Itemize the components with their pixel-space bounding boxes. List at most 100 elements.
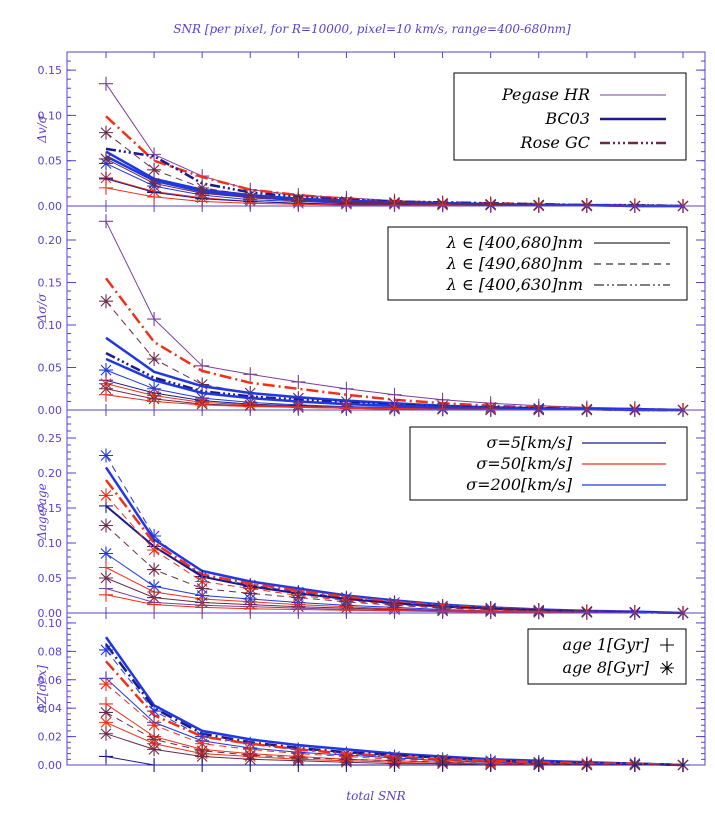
y-tick-label: 0.00 (38, 200, 63, 213)
data-point (195, 377, 210, 392)
data-point (291, 374, 306, 389)
legend-box (453, 72, 687, 161)
data-point (147, 562, 162, 577)
data-point (147, 189, 162, 204)
panels: 0.00 0.05 0.10 0.15 Δv/σ 0.00 0.05 0.10 0.15 0.20… (35, 51, 706, 772)
legend-model-label: BC03 (544, 109, 590, 128)
data-point (147, 718, 162, 733)
y-tick-label: 0.05 (38, 362, 63, 375)
legend-range-label: λ ∈ [400,630]nm (446, 275, 583, 294)
data-point (99, 151, 113, 166)
y-tick-label: 0.10 (38, 109, 63, 122)
data-point (99, 387, 113, 402)
data-point (99, 294, 113, 309)
y-axis-label: ΔZ[dex] (35, 665, 49, 714)
y-tick-label: 0.08 (38, 645, 63, 658)
data-point (147, 597, 162, 612)
data-point (195, 186, 210, 201)
data-point (147, 758, 162, 772)
y-tick-label: 0.20 (38, 234, 63, 247)
y-tick-label: 0.00 (38, 607, 63, 620)
legend-sigma-label: σ=50[km/s] (476, 454, 572, 473)
legend-range-label: λ ∈ [490,680]nm (446, 254, 583, 273)
legend-sigmas: σ=5[km/s] σ=50[km/s] σ=200[km/s] (409, 426, 688, 501)
data-point (99, 642, 113, 657)
data-point (243, 367, 258, 382)
data-point (99, 587, 113, 602)
legend-ages: age 1[Gyr] age 8[Gyr] (527, 628, 687, 685)
legend-sigma-label: σ=5[km/s] (487, 433, 573, 452)
data-point (339, 381, 354, 396)
data-point (99, 363, 113, 378)
y-tick-label: 0.10 (38, 617, 63, 630)
data-point (99, 546, 113, 561)
y-tick-label: 0.06 (38, 674, 63, 687)
y-tick-label: 0.05 (38, 155, 63, 168)
data-point (243, 758, 258, 772)
legend-model-label: Rose GC (520, 133, 590, 152)
data-point (291, 758, 306, 772)
data-point (99, 518, 113, 533)
y-tick-label: 0.15 (38, 64, 63, 77)
y-tick-label: 0.00 (38, 404, 63, 417)
data-point (99, 677, 113, 692)
data-point (147, 312, 162, 327)
data-point (676, 758, 690, 772)
data-point (339, 758, 354, 772)
legend-model-label: Pegase HR (501, 85, 590, 104)
y-tick-label: 0.04 (38, 702, 63, 715)
data-point (99, 488, 113, 503)
data-point (195, 600, 210, 615)
y-tick-label: 0.10 (38, 537, 63, 550)
legend-sigma-label: σ=200[km/s] (466, 475, 573, 494)
panel-4: 0.00 0.02 0.04 0.06 0.08 0.10 ΔZ[dex] (35, 612, 706, 772)
y-axis-label: Δv/σ (35, 114, 49, 143)
chart-title: SNR [per pixel, for R=10000, pixel=10 km… (173, 22, 571, 36)
data-point (147, 394, 162, 409)
y-tick-label: 0.05 (38, 572, 63, 585)
data-point (99, 214, 113, 229)
y-tick-label: 0.00 (38, 759, 63, 772)
data-point (483, 758, 498, 772)
data-point (195, 749, 210, 764)
legend-models: Pegase HR BC03 Rose GC (453, 72, 687, 161)
legend-age-marker (660, 661, 674, 675)
data-point (99, 749, 113, 764)
data-point (99, 448, 113, 463)
data-point (147, 352, 162, 366)
data-point (99, 76, 113, 91)
legend-box (387, 226, 688, 301)
data-point (147, 742, 162, 757)
data-point (147, 529, 162, 543)
y-tick-label: 0.10 (38, 319, 63, 332)
y-tick-label: 0.25 (38, 432, 63, 445)
y-tick-label: 0.02 (38, 731, 63, 744)
data-point (579, 758, 594, 772)
legend-age-label: age 1[Gyr] (563, 635, 650, 654)
legend-range-label: λ ∈ [400,680]nm (446, 233, 583, 252)
data-point (99, 705, 113, 720)
y-tick-label: 0.20 (38, 467, 63, 480)
data-point (99, 715, 113, 730)
y-axis-label: Δage/age (35, 483, 49, 541)
y-tick-label: 0.15 (38, 277, 63, 290)
data-point (387, 758, 402, 772)
data-point (531, 758, 546, 772)
data-point (195, 758, 210, 772)
panel-2: 0.00 0.05 0.10 0.15 0.20 Δσ/σ (35, 205, 706, 417)
data-point (147, 704, 162, 719)
x-axis-label: total SNR (346, 789, 405, 803)
data-point (147, 147, 162, 162)
legend-box (527, 628, 687, 685)
legend-age-label: age 8[Gyr] (563, 658, 650, 677)
y-axis-label: Δσ/σ (35, 293, 49, 324)
data-point (147, 176, 162, 191)
legend-age-marker (660, 638, 674, 652)
data-point (627, 758, 642, 772)
data-point (435, 758, 450, 772)
data-point (147, 543, 162, 557)
data-point (99, 125, 113, 140)
y-tick-label: 0.15 (38, 502, 63, 515)
series-line-5 (105, 495, 684, 614)
